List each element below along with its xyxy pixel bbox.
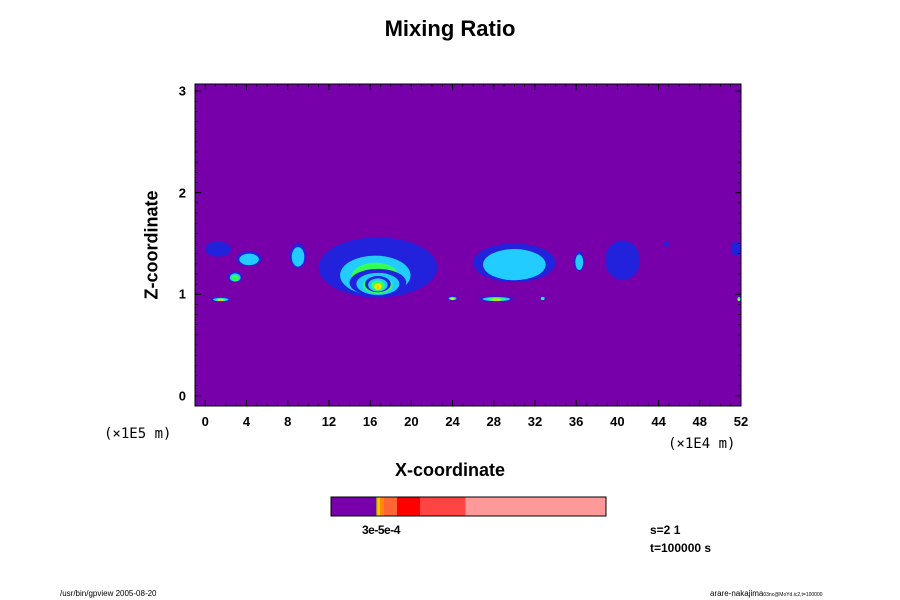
y-tick-label: 2 — [178, 185, 186, 201]
info-t: t=100000 s — [650, 541, 712, 555]
x-tick-label: 36 — [568, 414, 584, 429]
x-tick-label: 32 — [527, 414, 543, 429]
heatmap-feature-14-level-1 — [605, 240, 641, 281]
x-tick-label: 24 — [445, 414, 460, 429]
y-axis-label: Z-coordinate — [141, 190, 162, 300]
chart-title: Mixing Ratio — [384, 16, 516, 41]
footer-left: /usr/bin/gpview 2005-08-20 — [60, 589, 157, 598]
x-axis-label: X-coordinate — [394, 460, 505, 480]
heatmap-feature-12-level-3 — [541, 297, 545, 300]
heatmap-feature-2-level-3 — [231, 274, 239, 282]
heatmap-feature-9-level-4 — [451, 297, 454, 300]
colorbar-segment-1 — [376, 497, 378, 516]
x-tick-label: 8 — [284, 414, 292, 429]
footer-right-small: 03nc@MoYd.ic2,t=100000 — [763, 592, 823, 598]
info-s: s=2 1 — [650, 523, 681, 537]
colorbar-segment-0 — [331, 497, 377, 516]
x-tick-label: 16 — [362, 414, 378, 429]
x-tick-label: 52 — [733, 414, 749, 429]
colorbar-frame — [330, 496, 607, 517]
heatmap-feature-4-level-2 — [291, 246, 305, 267]
x-tick-label: 0 — [201, 414, 209, 429]
heatmap-feature-8-level-5 — [376, 285, 379, 290]
heatmap-feature-3-level-5 — [219, 299, 222, 302]
x-tick-label: 12 — [321, 414, 337, 429]
colorbar-label: 3e-5e-4 — [362, 523, 400, 537]
footer-right-name: arare-nakajima — [710, 589, 764, 598]
x-tick-label: 20 — [404, 414, 419, 429]
y-tick-label: 3 — [178, 83, 186, 99]
y-unit-label: (×1E5 m) — [104, 426, 172, 442]
heatmap-feature-1-level-2 — [239, 253, 259, 266]
y-tick-label: 1 — [178, 286, 186, 302]
x-tick-label: 40 — [610, 414, 625, 429]
heatmap-feature-17-level-4 — [737, 298, 740, 301]
heatmap-feature-13-level-2 — [575, 254, 584, 270]
plot-frame — [194, 83, 742, 407]
heatmap-background — [195, 84, 741, 406]
x-unit-label: (×1E4 m) — [668, 436, 736, 452]
colorbar-segment-6 — [420, 497, 466, 516]
heatmap-feature-16-level-1 — [730, 241, 741, 256]
heatmap-feature-15-level-1 — [663, 241, 669, 247]
x-tick-label: 4 — [242, 414, 251, 429]
colorbar-segment-4 — [383, 497, 397, 516]
x-tick-label: 48 — [692, 414, 708, 429]
heatmap-feature-11-level-5 — [495, 298, 498, 301]
x-tick-label: 44 — [651, 414, 666, 429]
heatmap-feature-10-level-2 — [483, 249, 546, 281]
x-tick-label: 28 — [486, 414, 501, 429]
colorbar-segment-7 — [465, 497, 606, 516]
colorbar-segment-2 — [377, 497, 380, 516]
y-tick-label: 0 — [178, 388, 186, 404]
colorbar-segment-3 — [379, 497, 384, 516]
colorbar-segment-5 — [397, 497, 421, 516]
heatmap-feature-0-level-1 — [205, 241, 232, 257]
footer-right: arare-nakajima03nc@MoYd.ic2,t=100000 — [710, 589, 823, 598]
